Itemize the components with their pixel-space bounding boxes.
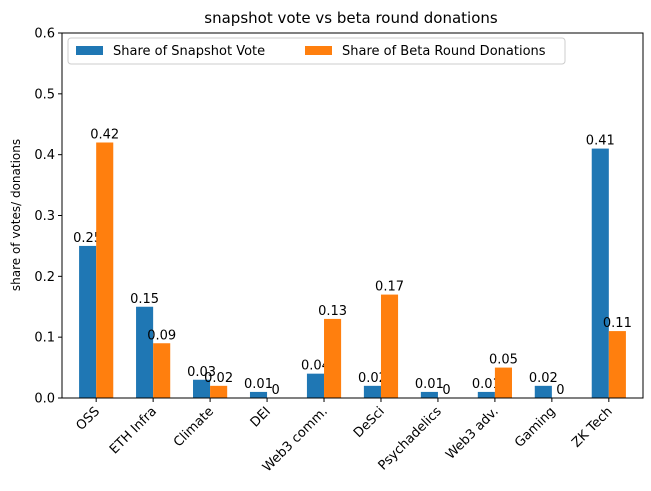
bar-donations [210, 385, 228, 398]
x-tick-label: ZK Tech [569, 404, 615, 450]
data-label: 0.02 [358, 371, 387, 386]
y-tick-label: 0.2 [34, 270, 55, 285]
y-tick-label: 0.4 [34, 148, 55, 163]
y-tick-label: 0.1 [34, 331, 55, 346]
bar-donations [153, 343, 171, 398]
data-label: 0.01 [472, 377, 501, 392]
x-tick-label: Climate [171, 404, 217, 450]
bar-snapshot [477, 391, 495, 398]
bar-snapshot [420, 391, 438, 398]
legend-swatch [305, 46, 332, 55]
y-axis-label: share of votes/ donations [9, 139, 23, 291]
data-label: 0.17 [375, 280, 404, 295]
data-label: 0.01 [415, 377, 444, 392]
data-label: 0 [556, 383, 564, 398]
data-label: 0.42 [90, 128, 119, 143]
y-tick-label: 0.6 [34, 27, 55, 42]
plot-area: 0.25 0.15 0.03 0.01 0.04 0.02 0.01 0.01 0.02 0.41… [34, 27, 644, 475]
x-tick-label: Web3 adv. [443, 404, 502, 463]
bar-snapshot [136, 306, 154, 398]
bar-donations [494, 367, 512, 398]
bar-snapshot [534, 385, 552, 398]
data-label: 0.13 [318, 304, 347, 319]
bar-donations [96, 142, 114, 398]
x-tick-label: DEI [248, 404, 274, 430]
data-label: 0.15 [130, 292, 159, 307]
bar-snapshot [363, 385, 381, 398]
data-label: 0 [442, 383, 450, 398]
bar-donations [380, 294, 399, 398]
data-label: 0.02 [204, 371, 233, 386]
data-label: 0.41 [586, 134, 615, 149]
data-label: 0 [271, 383, 279, 398]
legend: Share of Snapshot Vote Share of Beta Roun… [67, 37, 566, 65]
bar-donations [324, 318, 342, 398]
legend-label: Share of Beta Round Donations [342, 44, 546, 59]
data-label: 0.11 [603, 316, 632, 331]
bar-snapshot [249, 391, 268, 398]
data-label: 0.05 [489, 353, 518, 368]
bar-snapshot [306, 373, 325, 398]
y-tick-label: 0.0 [34, 392, 55, 407]
x-tick-label: DeSci [351, 404, 388, 441]
data-label: 0.03 [187, 365, 216, 380]
bar-snapshot [79, 245, 97, 398]
data-label: 0.02 [529, 371, 558, 386]
x-tick-label: OSS [73, 404, 103, 434]
data-label: 0.09 [147, 328, 176, 343]
bar-snapshot [591, 148, 609, 398]
bar-donations [608, 331, 626, 398]
data-label: 0.25 [73, 231, 102, 246]
x-tick-label: ETH Infra [107, 404, 160, 457]
y-tick-label: 0.5 [34, 87, 55, 102]
legend-label: Share of Snapshot Vote [113, 44, 265, 59]
data-label: 0.04 [301, 359, 330, 374]
y-tick-label: 0.3 [34, 209, 55, 224]
data-label: 0.01 [244, 377, 273, 392]
legend-swatch [76, 46, 103, 55]
bar-snapshot [193, 379, 211, 398]
x-tick-label: Gaming [512, 404, 559, 451]
chart-title: snapshot vote vs beta round donations [204, 9, 498, 27]
